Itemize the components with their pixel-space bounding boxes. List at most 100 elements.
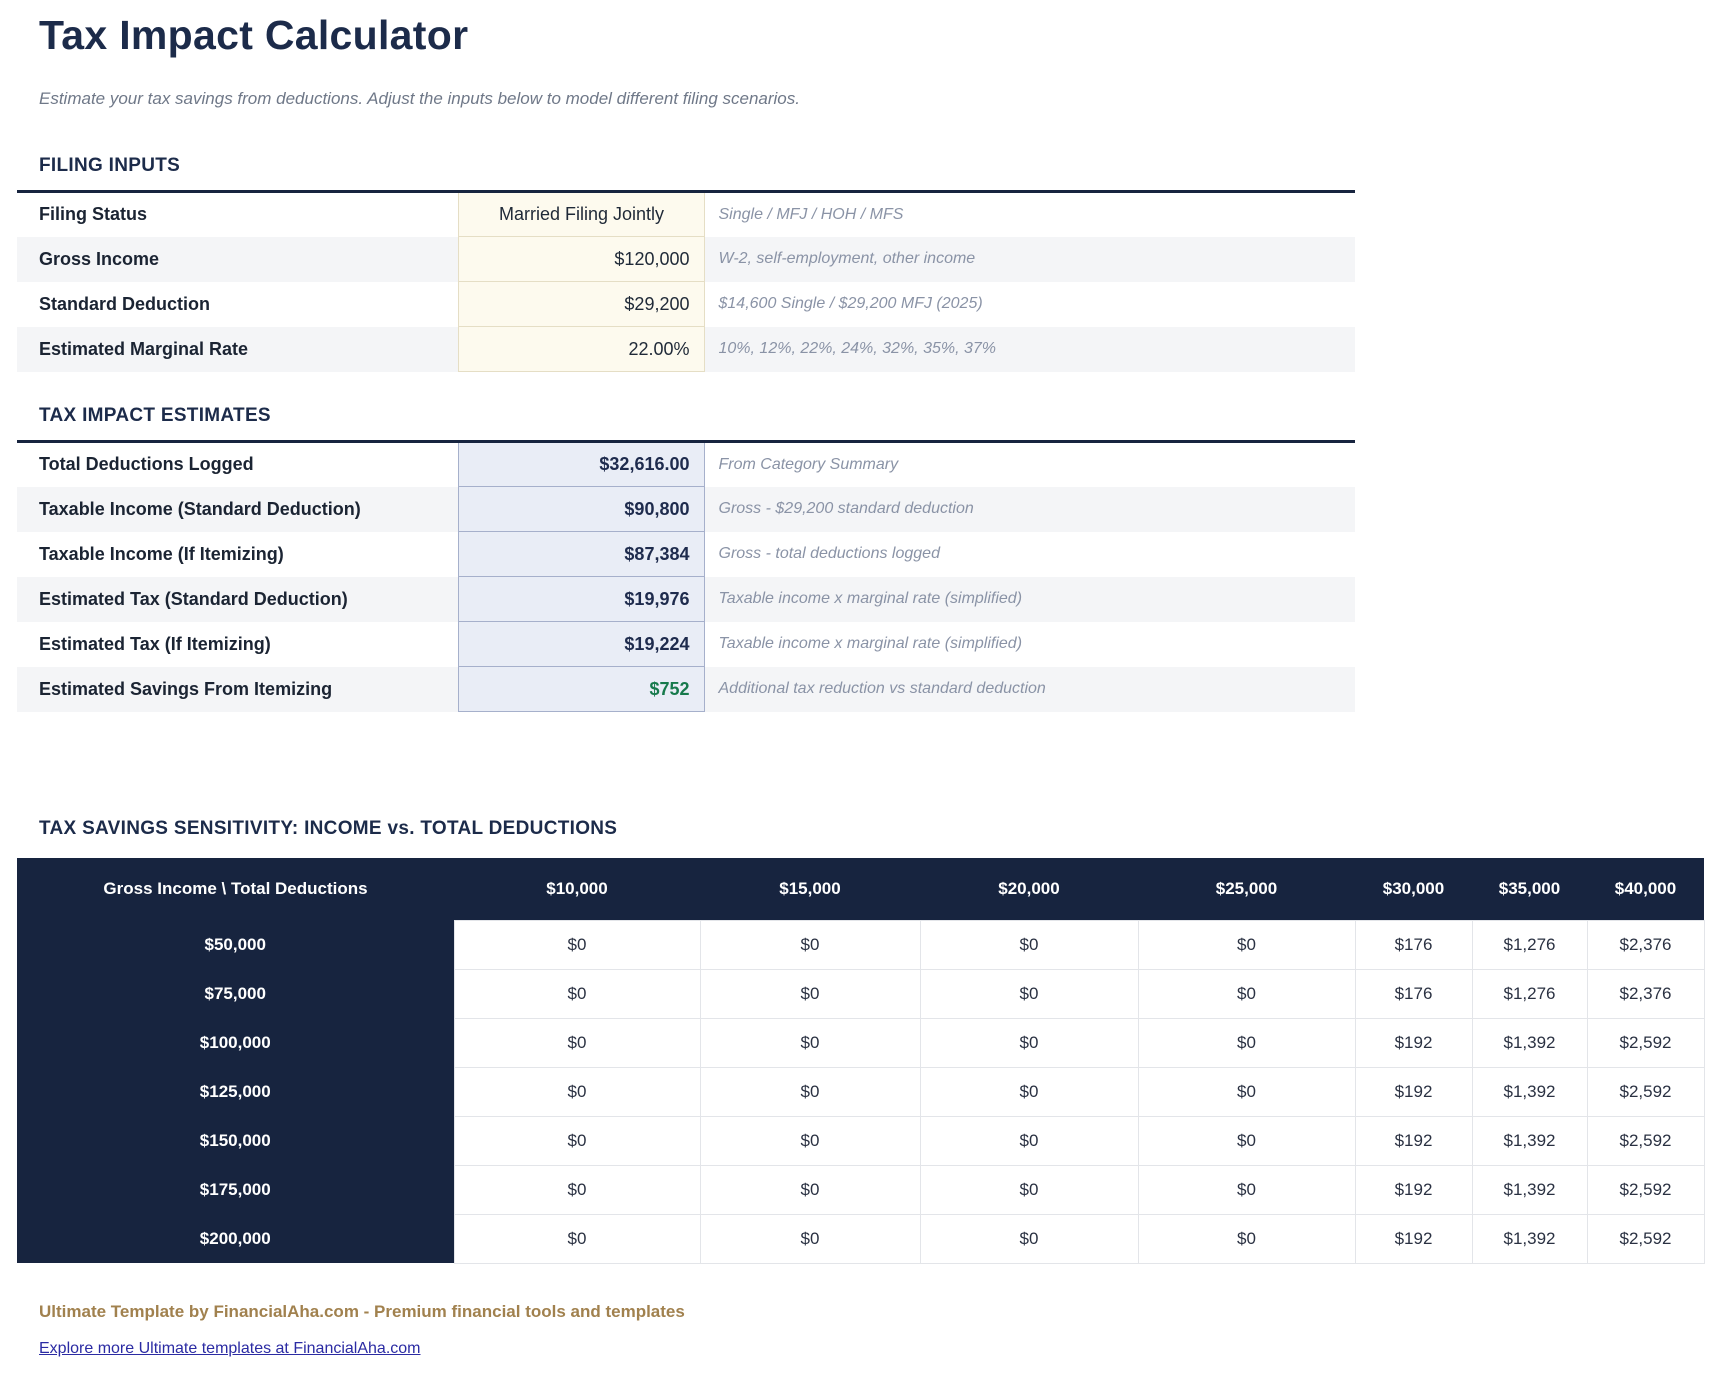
sensitivity-corner-label: Gross Income \ Total Deductions [17,858,454,920]
sensitivity-cell: $0 [699,1066,921,1117]
taxable-income-standard-value: $90,800 [457,486,705,532]
sensitivity-cell: $0 [919,1164,1139,1215]
sensitivity-cell: $1,392 [1471,1017,1588,1068]
sensitivity-cell: $0 [1137,1017,1356,1068]
sensitivity-cell: $0 [1137,1164,1356,1215]
sensitivity-body: $50,000 $0 $0 $0 $0 $176 $1,276 $2,376 $75,000 $0… [17,919,1705,1264]
estimate-row: Estimated Savings From Itemizing $752 Ad… [17,666,1355,712]
sensitivity-cell: $0 [1137,1115,1356,1166]
sensitivity-col-header: $40,000 [1587,858,1704,920]
sensitivity-cell: $0 [919,1066,1139,1117]
sensitivity-row: $75,000 $0 $0 $0 $0 $176 $1,276 $2,376 [17,968,1705,1019]
sensitivity-cell: $0 [1137,968,1356,1019]
sensitivity-cell: $2,592 [1586,1164,1705,1215]
sensitivity-cell: $0 [919,1017,1139,1068]
taxable-income-itemizing-value: $87,384 [457,531,705,577]
sensitivity-cell: $0 [1137,919,1356,970]
sensitivity-cell: $0 [699,1017,921,1068]
filing-row-hint: Single / MFJ / HOH / MFS [718,205,904,223]
sensitivity-col-header: $30,000 [1355,858,1472,920]
sensitivity-row: $50,000 $0 $0 $0 $0 $176 $1,276 $2,376 [17,919,1705,970]
sensitivity-cell: $0 [453,968,701,1019]
sensitivity-cell: $0 [1137,1213,1356,1264]
sensitivity-cell: $0 [699,1164,921,1215]
sensitivity-row: $125,000 $0 $0 $0 $0 $192 $1,392 $2,592 [17,1066,1705,1117]
sensitivity-row: $175,000 $0 $0 $0 $0 $192 $1,392 $2,592 [17,1164,1705,1215]
sensitivity-row: $100,000 $0 $0 $0 $0 $192 $1,392 $2,592 [17,1017,1705,1068]
estimate-row-hint: Additional tax reduction vs standard ded… [704,666,1355,712]
estimate-row-label: Estimated Savings From Itemizing [17,666,458,712]
sensitivity-cell: $1,276 [1471,968,1588,1019]
sensitivity-cell: $0 [919,968,1139,1019]
estimate-row-hint: Taxable income x marginal rate (simplifi… [718,635,1023,652]
estimate-row-label: Taxable Income (Standard Deduction) [17,486,458,532]
filing-row: Standard Deduction $29,200 $14,600 Singl… [17,281,1355,327]
sensitivity-row-label: $50,000 [17,920,454,969]
sensitivity-col-header: $10,000 [454,858,700,920]
sensitivity-cell: $1,392 [1471,1115,1588,1166]
filing-row: Gross Income $120,000 W-2, self-employme… [17,236,1355,282]
sensitivity-cell: $1,392 [1471,1213,1588,1264]
filing-row-label: Gross Income [17,236,458,282]
sensitivity-cell: $0 [699,968,921,1019]
filing-row-hint: $14,600 Single / $29,200 MFJ (2025) [718,295,983,312]
sensitivity-col-header: $25,000 [1138,858,1355,920]
filing-row: Estimated Marginal Rate 22.00% 10%, 12%,… [17,326,1355,372]
sensitivity-row-label: $125,000 [17,1067,454,1116]
filing-inputs-heading: FILING INPUTS [39,155,181,176]
estimated-tax-standard-value: $19,976 [457,576,705,622]
sensitivity-row: $200,000 $0 $0 $0 $0 $192 $1,392 $2,592 [17,1213,1705,1264]
estimate-row: Estimated Tax (If Itemizing) $19,224 Tax… [17,621,1355,667]
sensitivity-cell: $0 [919,1213,1139,1264]
estimate-row-label: Total Deductions Logged [39,454,254,475]
sensitivity-cell: $192 [1354,1115,1473,1166]
sensitivity-cell: $0 [919,919,1139,970]
sensitivity-cell: $0 [919,1115,1139,1166]
estimate-row: Estimated Tax (Standard Deduction) $19,9… [17,576,1355,622]
estimate-row-hint: Taxable income x marginal rate (simplifi… [704,576,1355,622]
sensitivity-col-header: $15,000 [700,858,920,920]
estimate-row-label: Taxable Income (If Itemizing) [39,543,284,564]
estimate-row: Taxable Income (If Itemizing) $87,384 Gr… [17,531,1355,577]
page-title: Tax Impact Calculator [39,12,469,58]
sensitivity-row-label: $100,000 [17,1018,454,1067]
sensitivity-cell: $2,592 [1586,1017,1705,1068]
sensitivity-row-label: $175,000 [17,1165,454,1214]
sensitivity-cell: $2,592 [1586,1066,1705,1117]
filing-row-hint: W-2, self-employment, other income [704,236,1355,282]
sensitivity-cell: $1,392 [1471,1066,1588,1117]
filing-status-input[interactable]: Married Filing Jointly [457,191,705,237]
estimates-table: Total Deductions Logged $32,616.00 From … [17,440,1355,712]
estimates-heading: TAX IMPACT ESTIMATES [39,405,271,426]
sensitivity-cell: $192 [1354,1066,1473,1117]
total-deductions-value: $32,616.00 [457,441,705,487]
sensitivity-row: $150,000 $0 $0 $0 $0 $192 $1,392 $2,592 [17,1115,1705,1166]
estimate-row-hint: Gross - $29,200 standard deduction [704,486,1355,532]
page-subtitle: Estimate your tax savings from deduction… [39,89,800,108]
sensitivity-cell: $2,376 [1586,968,1705,1019]
sensitivity-row-label: $75,000 [17,969,454,1018]
sensitivity-cell: $1,392 [1471,1164,1588,1215]
sensitivity-cell: $0 [453,1213,701,1264]
sensitivity-cell: $0 [699,1115,921,1166]
marginal-rate-input[interactable]: 22.00% [457,326,705,372]
sensitivity-heading: TAX SAVINGS SENSITIVITY: INCOME vs. TOTA… [39,818,618,839]
footer-branding: Ultimate Template by FinancialAha.com - … [39,1301,685,1321]
sensitivity-cell: $176 [1354,919,1473,970]
footer-explore-link[interactable]: Explore more Ultimate templates at Finan… [39,1339,421,1357]
sensitivity-table: Gross Income \ Total Deductions $10,000 $… [17,858,1705,1264]
sensitivity-cell: $2,376 [1586,919,1705,970]
estimated-savings-value: $752 [457,666,705,712]
sensitivity-col-header: $35,000 [1472,858,1587,920]
sensitivity-cell: $0 [453,1164,701,1215]
sensitivity-cell: $0 [699,1213,921,1264]
sensitivity-cell: $192 [1354,1213,1473,1264]
standard-deduction-input[interactable]: $29,200 [457,281,705,327]
sensitivity-cell: $0 [699,919,921,970]
sensitivity-cell: $192 [1354,1164,1473,1215]
sensitivity-cell: $2,592 [1586,1115,1705,1166]
gross-income-input[interactable]: $120,000 [457,236,705,282]
sensitivity-cell: $0 [1137,1066,1356,1117]
filing-row: Filing Status Married Filing Jointly Sin… [17,191,1355,237]
